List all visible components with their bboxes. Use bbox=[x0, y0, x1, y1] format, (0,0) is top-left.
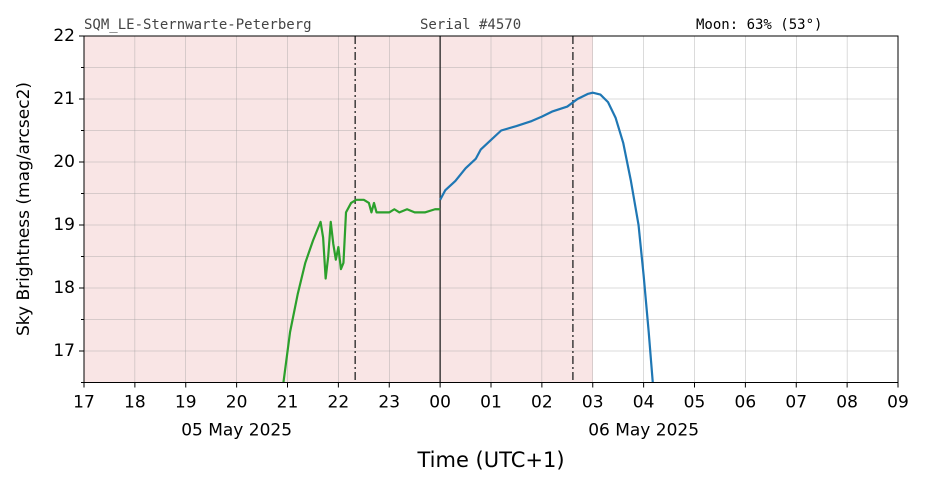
x-tick-label: 08 bbox=[836, 393, 858, 413]
x-tick-label: 22 bbox=[328, 393, 350, 413]
x-tick-label: 09 bbox=[887, 393, 909, 413]
x-tick-label: 19 bbox=[175, 393, 197, 413]
y-tick-label: 21 bbox=[53, 89, 75, 109]
x-tick-label: 04 bbox=[633, 393, 655, 413]
x-tick-label: 00 bbox=[429, 393, 451, 413]
x-tick-label: 18 bbox=[124, 393, 146, 413]
x-tick-label: 03 bbox=[582, 393, 604, 413]
y-tick-label: 22 bbox=[53, 26, 75, 46]
brightness-line bbox=[282, 198, 441, 383]
x-tick-label: 01 bbox=[480, 393, 502, 413]
moon-info: Moon: 63% (53°) bbox=[696, 17, 822, 33]
x-axis-label: Time (UTC+1) bbox=[416, 448, 564, 472]
x-tick-label: 07 bbox=[785, 393, 807, 413]
y-tick-label: 17 bbox=[53, 341, 75, 361]
y-axis-label: Sky Brightness (mag/arcsec2) bbox=[14, 82, 34, 336]
y-tick-label: 20 bbox=[53, 152, 75, 172]
x-tick-label: 23 bbox=[378, 393, 400, 413]
y-tick-label: 18 bbox=[53, 278, 75, 298]
x-tick-label: 06 bbox=[735, 393, 757, 413]
x-tick-label: 02 bbox=[531, 393, 553, 413]
x-tick-label: 17 bbox=[73, 393, 95, 413]
y-tick-label: 19 bbox=[53, 215, 75, 235]
serial: Serial #4570 bbox=[420, 17, 521, 33]
x-tick-label: 21 bbox=[277, 393, 299, 413]
x-tick-label: 05 bbox=[684, 393, 706, 413]
x-tick-label: 20 bbox=[226, 393, 248, 413]
date-label: 05 May 2025 bbox=[181, 421, 292, 441]
date-label: 06 May 2025 bbox=[588, 421, 699, 441]
brightness-line bbox=[439, 91, 654, 383]
site-name: SQM_LE-Sternwarte-Peterberg bbox=[84, 17, 312, 33]
